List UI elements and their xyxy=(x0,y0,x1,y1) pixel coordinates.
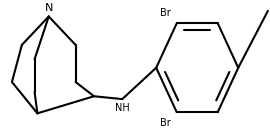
Text: NH: NH xyxy=(115,103,130,113)
Text: Br: Br xyxy=(160,8,171,18)
Text: Br: Br xyxy=(160,118,171,128)
Text: N: N xyxy=(45,3,53,13)
